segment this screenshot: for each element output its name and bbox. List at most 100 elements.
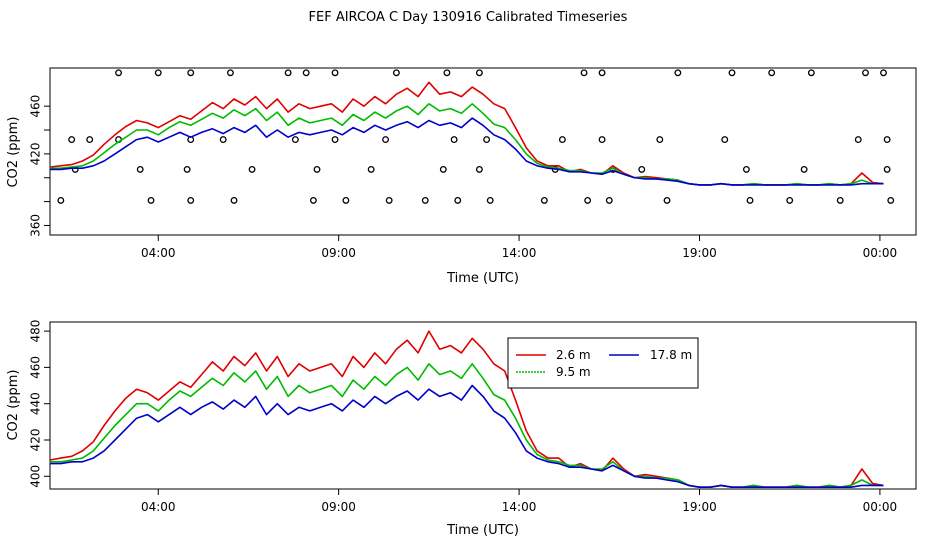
top-x-axis: 04:00 09:00 14:00 19:00 00:00	[141, 235, 897, 260]
bottom-y-tick-label: 420	[29, 429, 43, 452]
scatter-point	[605, 196, 613, 204]
bottom-y-tick-label: 440	[29, 392, 43, 415]
scatter-point	[836, 196, 844, 204]
scatter-point	[558, 136, 566, 144]
bottom-series-9-5-m	[50, 362, 884, 489]
scatter-point	[862, 69, 869, 77]
bottom-y-tick-label: 400	[29, 465, 43, 488]
legend-label-2-6m: 2.6 m	[556, 348, 591, 362]
scatter-point	[721, 136, 729, 144]
scatter-point	[450, 136, 458, 144]
scatter-point	[663, 196, 671, 204]
top-x-tick-label: 04:00	[141, 246, 176, 260]
legend-box	[507, 337, 699, 389]
top-y-axis-label: CO2 (ppm)	[6, 116, 21, 187]
scatter-point	[883, 165, 891, 173]
top-series-9-5-m	[50, 103, 884, 186]
scatter-point	[540, 196, 548, 204]
scatter-point	[880, 69, 887, 77]
scatter-point	[580, 69, 588, 77]
top-series-2-6-m	[49, 81, 884, 186]
scatter-point	[638, 165, 646, 173]
scatter-point	[385, 196, 393, 204]
scatter-point	[331, 69, 339, 77]
scatter-point	[598, 136, 606, 144]
bottom-series-2-6-m	[49, 330, 884, 489]
scatter-point	[302, 69, 310, 77]
legend-label-17-8m: 17.8 m	[650, 348, 692, 362]
bottom-series-lines	[49, 330, 884, 489]
top-y-tick-label: 360	[29, 214, 43, 237]
scatter-point	[598, 69, 606, 77]
scatter-point	[313, 165, 321, 173]
bottom-x-tick-label: 09:00	[321, 500, 356, 514]
scatter-point	[382, 136, 390, 144]
scatter-point	[443, 69, 451, 77]
scatter-point	[742, 165, 750, 173]
top-series-17-8-m	[50, 117, 884, 186]
scatter-point	[68, 136, 76, 144]
scatter-point	[226, 69, 234, 77]
scatter-point	[728, 69, 736, 77]
scatter-point	[187, 69, 195, 77]
scatter-point	[291, 136, 299, 144]
scatter-point	[475, 165, 483, 173]
top-series-lines	[49, 81, 884, 186]
scatter-point	[854, 136, 862, 144]
scatter-point	[807, 69, 815, 77]
top-y-tick-label: 460	[29, 95, 43, 118]
bottom-x-axis: 04:00 09:00 14:00 19:00 00:00	[141, 489, 897, 514]
scatter-point	[483, 136, 491, 144]
bottom-x-tick-label: 14:00	[502, 500, 537, 514]
top-x-tick-label: 09:00	[321, 246, 356, 260]
bottom-panel-frame	[49, 321, 917, 490]
bottom-series-17-8-m	[50, 384, 884, 489]
top-x-axis-label: Time (UTC)	[446, 271, 519, 286]
scatter-point	[57, 196, 65, 204]
bottom-x-tick-label: 00:00	[863, 500, 898, 514]
scatter-point	[115, 69, 123, 77]
scatter-point	[86, 136, 94, 144]
scatter-point	[584, 196, 592, 204]
scatter-point	[486, 196, 494, 204]
bottom-panel: 04:00 09:00 14:00 19:00 00:00 400 420 440 460 48…	[6, 320, 917, 538]
scatter-point	[367, 165, 375, 173]
bottom-x-tick-label: 19:00	[682, 500, 717, 514]
scatter-point	[309, 196, 317, 204]
top-x-tick-label: 14:00	[502, 246, 537, 260]
bottom-y-tick-label: 460	[29, 356, 43, 379]
scatter-point	[392, 69, 400, 77]
bottom-x-axis-label: Time (UTC)	[446, 523, 519, 538]
scatter-point	[154, 69, 162, 77]
scatter-point	[219, 136, 227, 144]
scatter-point	[887, 196, 895, 204]
legend: 2.6 m 17.8 m 9.5 m	[507, 337, 699, 389]
scatter-point	[674, 69, 682, 77]
figure-title: FEF AIRCOA C Day 130916 Calibrated Times…	[308, 10, 628, 25]
bottom-y-tick-label: 480	[29, 320, 43, 343]
bottom-y-axis-label: CO2 (ppm)	[6, 369, 21, 440]
legend-label-9-5m: 9.5 m	[556, 365, 591, 379]
top-y-tick-label: 420	[29, 142, 43, 165]
scatter-point	[331, 136, 339, 144]
top-panel: 04:00 09:00 14:00 19:00 00:00 360 420 460 Time…	[6, 67, 917, 286]
scatter-point	[768, 69, 776, 77]
bottom-x-tick-label: 04:00	[141, 500, 176, 514]
top-scatter-points	[57, 69, 895, 204]
top-panel-frame	[49, 67, 917, 236]
scatter-point	[147, 196, 155, 204]
scatter-point	[136, 165, 144, 173]
scatter-point	[800, 165, 808, 173]
scatter-point	[454, 196, 462, 204]
scatter-point	[439, 165, 447, 173]
scatter-point	[248, 165, 256, 173]
top-x-tick-label: 00:00	[863, 246, 898, 260]
scatter-point	[183, 165, 191, 173]
scatter-point	[746, 196, 754, 204]
scatter-point	[187, 196, 195, 204]
top-y-axis: 360 420 460	[29, 95, 50, 237]
scatter-point	[656, 136, 664, 144]
scatter-point	[786, 196, 794, 204]
